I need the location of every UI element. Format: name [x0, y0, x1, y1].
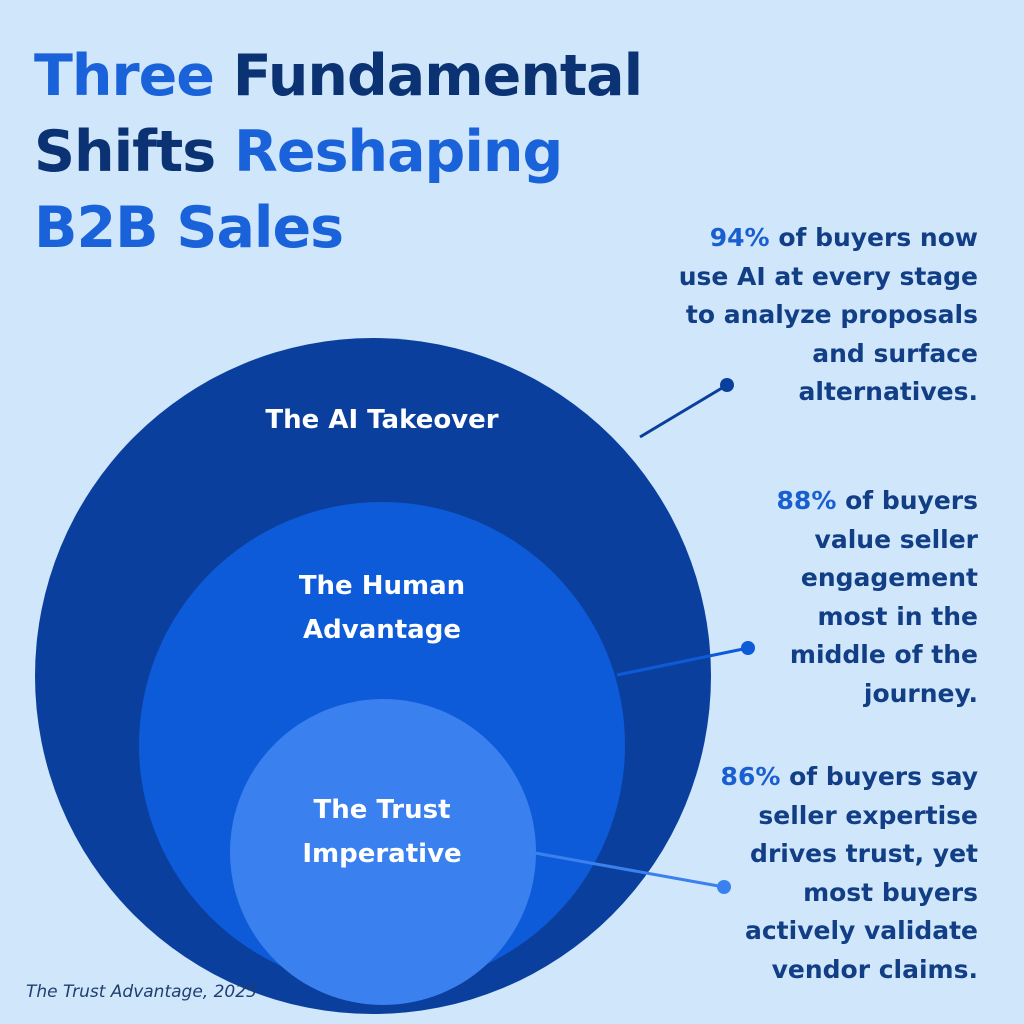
label-line: Advantage: [303, 615, 461, 645]
title-word: Shifts: [34, 119, 216, 185]
connector-line-3: [534, 851, 725, 889]
circle-trust-imperative: [230, 699, 536, 1005]
source-caption: The Trust Advantage, 2025: [26, 982, 257, 1002]
label-line: The Human: [298, 571, 466, 601]
title-word: Fundamental: [232, 43, 643, 109]
stat-line: seller expertise: [758, 800, 978, 830]
connector-dot-1: [720, 378, 734, 392]
stat-line: engagement: [800, 563, 978, 592]
label-human-advantage: The Human Advantage: [232, 564, 532, 652]
stat-percent: 94%: [709, 223, 770, 252]
stat-line: most in the: [817, 601, 978, 631]
stat-ai-takeover: 94% of buyers now use AI at every stage …: [679, 219, 978, 412]
label-line: Imperative: [302, 839, 462, 869]
label-ai-takeover: The AI Takeover: [265, 405, 499, 435]
stat-line: value seller: [814, 524, 978, 554]
stat-line: actively validate: [744, 916, 978, 945]
stat-human-advantage: 88% of buyers value seller engagement mo…: [777, 482, 978, 713]
stat-line: and surface: [812, 338, 978, 368]
stat-line: use AI at every stage: [678, 261, 978, 291]
stat-line: journey.: [863, 678, 978, 708]
stat-line: to analyze proposals: [685, 300, 978, 329]
stat-percent: 88%: [776, 486, 837, 515]
stat-line: alternatives.: [798, 377, 979, 406]
title-word: Three: [34, 43, 215, 109]
stat-line: middle of the: [789, 640, 978, 669]
stat-percent: 86%: [720, 762, 781, 791]
page-title: Three Fundamental Shifts Reshaping B2B S…: [34, 38, 643, 266]
connector-line-2: [616, 646, 749, 677]
stat-line: drives trust, yet: [750, 839, 978, 868]
connector-dot-3: [717, 880, 731, 894]
stat-trust-imperative: 86% of buyers say seller expertise drive…: [721, 758, 978, 989]
label-trust-imperative: The Trust Imperative: [232, 788, 532, 876]
connector-dot-2: [741, 641, 755, 655]
stat-line: vendor claims.: [771, 954, 978, 984]
connector-line-1: [639, 383, 728, 439]
stat-line: of buyers say: [780, 762, 978, 791]
title-word: B2B Sales: [34, 195, 344, 261]
stat-line: of buyers: [836, 486, 978, 515]
stat-line: of buyers now: [769, 223, 978, 252]
stat-line: most buyers: [803, 877, 978, 907]
title-word: Reshaping: [234, 119, 563, 185]
label-line: The Trust: [313, 795, 451, 825]
